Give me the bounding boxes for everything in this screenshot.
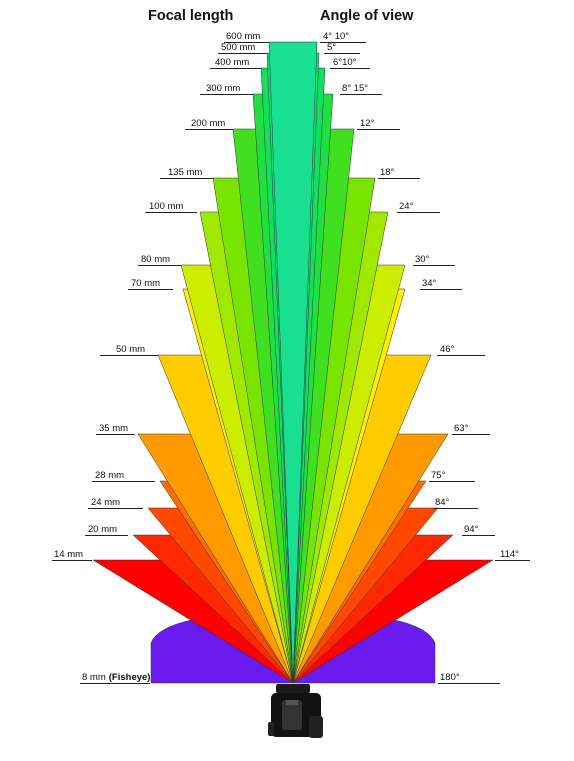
focal-length-label: 14 mm [54, 549, 83, 560]
angle-of-view-label: 18° [380, 167, 395, 178]
focal-length-label: 8 mm (Fisheye) [82, 672, 150, 683]
lens-labels: 8 mm (Fisheye) 180° 14 mm 114° 20 mm 94° 24 mm 8… [52, 31, 530, 684]
focal-length-label: 70 mm [131, 278, 160, 289]
focal-length-label: 200 mm [191, 118, 225, 129]
angle-of-view-label: 114° [500, 549, 519, 560]
focal-length-label: 35 mm [99, 423, 128, 434]
angle-of-view-label: 30° [415, 254, 430, 265]
focal-length-label: 20 mm [88, 524, 117, 535]
angle-of-view-label: 94° [464, 524, 479, 535]
angle-of-view-label: 75° [431, 470, 446, 481]
focal-length-label: 100 mm [149, 201, 183, 212]
fisheye-note: (Fisheye) [109, 672, 151, 683]
angle-wedges [92, 41, 494, 684]
focal-length-heading: Focal length [148, 8, 234, 24]
camera-icon [268, 684, 323, 738]
angle-of-view-label: 24° [399, 201, 414, 212]
angle-of-view-label: 4° 10° [323, 31, 349, 42]
focal-length-label: 500 mm [221, 42, 255, 53]
focal-length-label: 24 mm [91, 497, 120, 508]
focal-length-label: 28 mm [95, 470, 124, 481]
focal-length-label: 135 mm [168, 167, 202, 178]
angle-of-view-label: 5° [327, 42, 336, 53]
focal-length-label: 300 mm [206, 83, 240, 94]
angle-of-view-label: 46° [440, 344, 455, 355]
angle-of-view-label: 84° [435, 497, 450, 508]
angle-of-view-label: 12° [360, 118, 375, 129]
focal-length-label: 400 mm [215, 57, 249, 68]
angle-of-view-heading: Angle of view [320, 8, 414, 24]
angle-of-view-label: 8° 15° [342, 83, 368, 94]
focal-length-label: 600 mm [226, 31, 260, 42]
angle-of-view-label: 6°10° [333, 57, 357, 68]
angle-of-view-label: 180° [440, 672, 460, 683]
focal-length-label: 80 mm [141, 254, 170, 265]
wedge-600mm [268, 41, 318, 684]
angle-of-view-label: 34° [422, 278, 437, 289]
focal-length-label: 50 mm [116, 344, 145, 355]
angle-of-view-label: 63° [454, 423, 469, 434]
